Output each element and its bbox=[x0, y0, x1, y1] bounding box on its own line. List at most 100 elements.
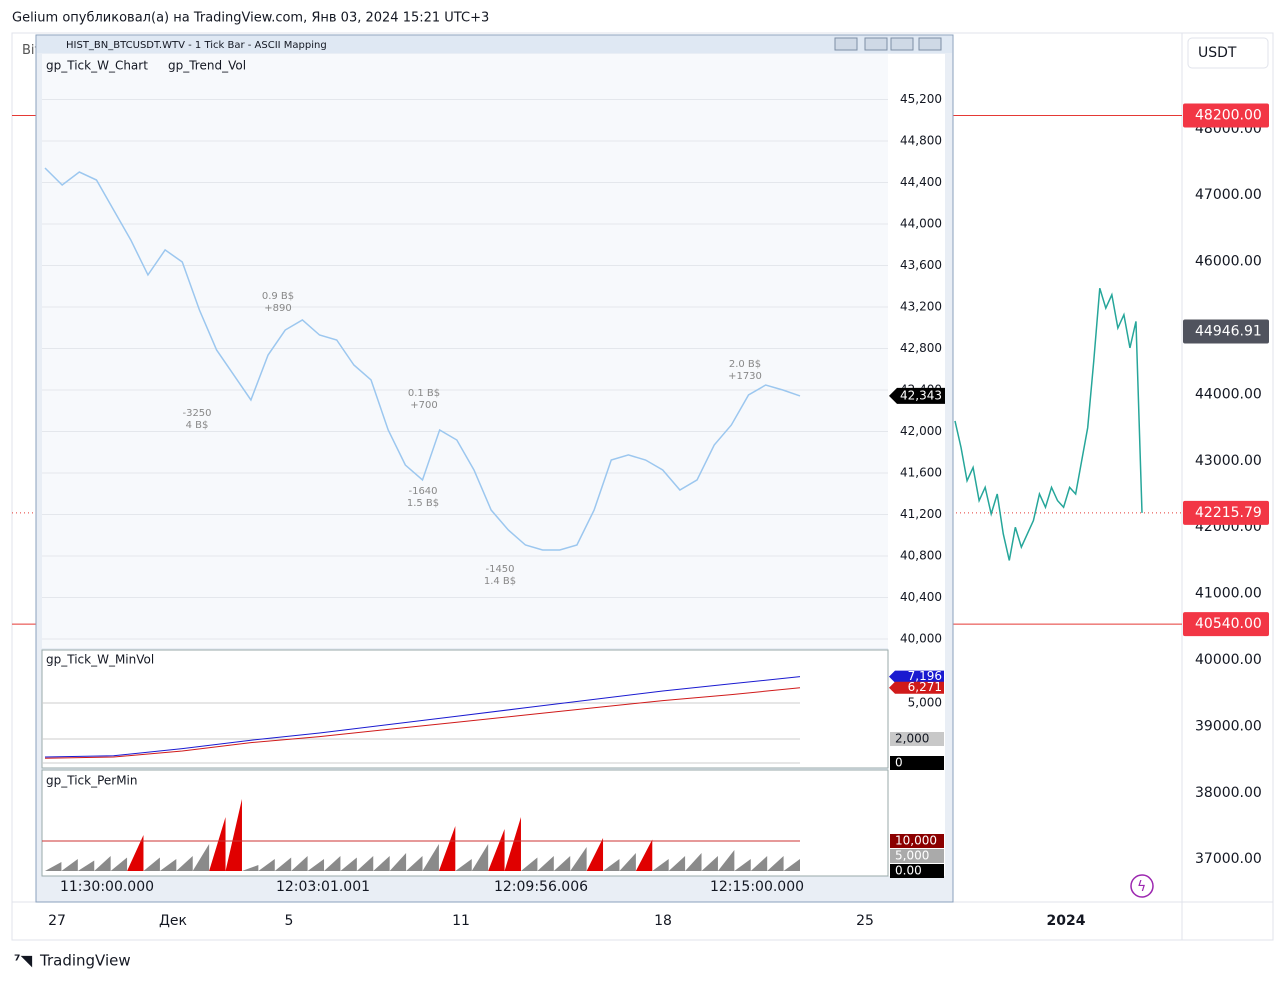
tick-box bbox=[890, 732, 944, 746]
tick-label: 10,000 bbox=[895, 834, 937, 848]
tick-label: 43,200 bbox=[900, 300, 942, 314]
permin-pane bbox=[41, 769, 889, 877]
permin-bar bbox=[110, 857, 128, 871]
permin-bar bbox=[504, 817, 521, 871]
time-label: 5 bbox=[285, 913, 294, 929]
tick-label: 5,000 bbox=[895, 849, 929, 863]
window-title: HIST_BN_BTCUSDT.WTV - 1 Tick Bar - ASCII… bbox=[66, 40, 327, 51]
currency[interactable]: USDT bbox=[1198, 45, 1237, 61]
annotation: +700 bbox=[410, 400, 437, 411]
tick-label: 45,200 bbox=[900, 92, 942, 106]
tick-label: 44,000 bbox=[900, 217, 942, 231]
time-label: 12:09:56.006 bbox=[494, 879, 588, 895]
permin-bar bbox=[373, 856, 390, 871]
last-box bbox=[889, 670, 944, 683]
annotation: +890 bbox=[264, 303, 291, 314]
permin-bar bbox=[356, 856, 374, 871]
time-label: 25 bbox=[856, 913, 874, 929]
annotation: -3250 bbox=[182, 408, 211, 419]
tick-label: 42,000 bbox=[900, 424, 942, 438]
time-label: 11 bbox=[452, 913, 470, 929]
permin-bar bbox=[127, 835, 144, 871]
permin-bar bbox=[619, 853, 636, 871]
permin-bar bbox=[668, 856, 686, 871]
permin-bar bbox=[209, 817, 226, 871]
time-label: 18 bbox=[654, 913, 672, 929]
annotation: 0.1 B$ bbox=[408, 388, 440, 399]
permin-bar bbox=[438, 826, 456, 871]
last-label: 6,271 bbox=[908, 680, 942, 694]
pane-label: gp_Tick_PerMin bbox=[46, 774, 138, 788]
app-window: HIST_BN_BTCUSDT.WTV - 1 Tick Bar - ASCII… bbox=[35, 34, 954, 903]
main-pane bbox=[42, 54, 888, 648]
tick-series bbox=[44, 167, 801, 551]
permin-bar bbox=[159, 859, 177, 871]
logo-icon: ⁷◥ bbox=[14, 952, 33, 970]
permin-bar bbox=[652, 859, 669, 871]
last-label: 7,196 bbox=[908, 669, 942, 683]
minvol-line bbox=[44, 687, 801, 759]
price-label-box bbox=[1183, 612, 1269, 637]
tick-label: 0.00 bbox=[895, 864, 922, 878]
permin-bar bbox=[734, 859, 751, 871]
permin-bar bbox=[406, 856, 423, 871]
window-button[interactable] bbox=[918, 37, 942, 51]
permin-bar bbox=[783, 859, 800, 871]
permin-bar bbox=[701, 856, 718, 871]
time-label: Дек bbox=[159, 913, 187, 929]
price-line-label: 48200.00 bbox=[1195, 108, 1262, 124]
permin-bar bbox=[537, 856, 554, 871]
last-box bbox=[889, 387, 945, 404]
permin-bar bbox=[274, 857, 292, 871]
window-button[interactable] bbox=[864, 37, 888, 51]
title-bar bbox=[37, 36, 952, 53]
currency-button[interactable] bbox=[1187, 37, 1269, 69]
time-label: 11:30:00.000 bbox=[60, 879, 154, 895]
tick-box bbox=[890, 849, 944, 863]
permin-bar bbox=[143, 857, 160, 871]
price-tick-label: 46000.00 bbox=[1195, 254, 1262, 270]
permin-bar bbox=[767, 856, 784, 871]
window-button[interactable] bbox=[890, 37, 914, 51]
permin-bar bbox=[258, 859, 275, 871]
annotation: 4 B$ bbox=[186, 420, 209, 431]
tick-label: 40,800 bbox=[900, 549, 942, 563]
header: Gelium опубликовал(а) на TradingView.com… bbox=[12, 11, 489, 26]
price-tick-label: 39000.00 bbox=[1195, 718, 1262, 734]
annotation: 0.9 B$ bbox=[262, 291, 294, 302]
permin-bar bbox=[455, 859, 472, 871]
price-tick-label: 40000.00 bbox=[1195, 652, 1262, 668]
time-label: 2024 bbox=[1047, 913, 1086, 929]
tick-label: 5,000 bbox=[908, 696, 942, 710]
tick-label: 41,600 bbox=[900, 466, 942, 480]
lightning-glyph[interactable]: ϟ bbox=[1137, 879, 1146, 895]
tick-label: 0 bbox=[895, 756, 903, 770]
permin-bar bbox=[192, 844, 210, 871]
permin-bar bbox=[340, 857, 357, 871]
price-tick-label: 47000.00 bbox=[1195, 187, 1262, 203]
tick-label: 44,400 bbox=[900, 175, 942, 189]
pane-label: gp_Tick_W_MinVol bbox=[46, 653, 154, 667]
permin-bar bbox=[324, 856, 341, 871]
annotation: -1640 bbox=[408, 486, 437, 497]
permin-bar bbox=[471, 844, 489, 871]
window-button[interactable] bbox=[834, 37, 858, 51]
permin-bar bbox=[241, 865, 259, 871]
annotation: 1.4 B$ bbox=[484, 576, 516, 587]
tick-label: 41,200 bbox=[900, 507, 942, 521]
time-label: 12:03:01.001 bbox=[276, 879, 370, 895]
price-tick-label: 38000.00 bbox=[1195, 785, 1262, 801]
price-tick-label: 41000.00 bbox=[1195, 586, 1262, 602]
permin-bar bbox=[635, 839, 653, 871]
permin-bar bbox=[94, 856, 111, 871]
time-label: 27 bbox=[48, 913, 66, 929]
tick-box bbox=[890, 756, 944, 770]
minvol-line bbox=[44, 676, 801, 758]
permin-bar bbox=[422, 844, 439, 871]
lightning-icon[interactable] bbox=[1130, 874, 1154, 898]
permin-bar bbox=[717, 850, 735, 871]
marker-box bbox=[1183, 319, 1269, 344]
price-line-label: 40540.00 bbox=[1195, 616, 1262, 632]
permin-bar bbox=[61, 859, 78, 871]
tick-label: 2,000 bbox=[895, 732, 929, 746]
